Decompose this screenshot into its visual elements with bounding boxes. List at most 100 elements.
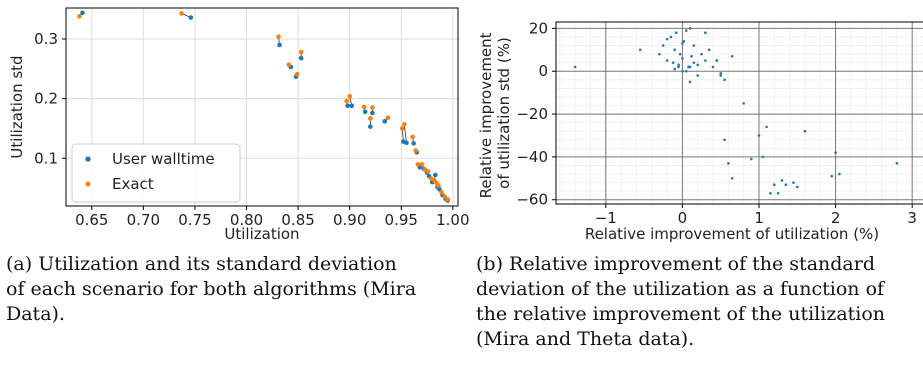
chart-b-points	[573, 27, 899, 195]
chart-a-point-exact	[413, 148, 419, 153]
chart-b-point	[719, 72, 722, 75]
chart-b-point	[684, 69, 688, 73]
chart-a-y-ticks: 0.1 0.2 0.3	[34, 30, 66, 167]
chart-b-point	[681, 57, 684, 60]
chart-a-point-exact	[436, 183, 441, 189]
chart-b-ytick-label: −40	[516, 148, 548, 166]
chart-b-point	[711, 65, 715, 69]
chart-b-point	[707, 48, 711, 52]
chart-b-point	[681, 69, 684, 73]
chart-a-point-user-walltime	[345, 103, 350, 109]
chart-b-point	[692, 61, 696, 64]
chart-b-y-ticks: −60 −40 −20 0 20	[516, 19, 556, 209]
chart-a-point-exact	[445, 197, 450, 202]
chart-a-point-exact	[399, 126, 405, 131]
chart-a-point-user-walltime	[298, 55, 304, 61]
chart-b-point	[671, 61, 675, 64]
chart-a-point-user-walltime	[362, 109, 368, 115]
chart-b-point	[677, 63, 680, 67]
chart-b-xlabel: Relative improvement of utilization (%)	[585, 225, 879, 243]
chart-a-xtick-label: 0.80	[230, 211, 263, 229]
chart-a-point-user-walltime	[277, 42, 282, 48]
chart-a-xlabel: Utilization	[224, 225, 299, 243]
chart-a-xtick-label: 0.85	[281, 211, 314, 229]
chart-a-point-exact	[410, 134, 415, 140]
chart-b-point	[704, 31, 707, 35]
chart-a-xtick-label: 0.95	[385, 211, 418, 229]
chart-a-point-exact	[294, 71, 300, 77]
chart-a-point-user-walltime	[349, 103, 355, 109]
chart-b-point	[776, 191, 780, 195]
chart-a-xtick-label: 0.70	[127, 211, 160, 229]
chart-a-pair-line	[403, 124, 407, 143]
chart-a-point-exact	[442, 194, 447, 199]
chart-b-point	[688, 80, 692, 84]
chart-a-point-user-walltime	[368, 124, 373, 129]
chart-b-x-ticks: −1 0 1 2 3	[595, 204, 917, 227]
chart-a-point-exact	[344, 98, 349, 104]
chart-a-point-exact	[425, 169, 431, 174]
chart-a-ytick-label: 0.3	[34, 30, 58, 48]
chart-b-point	[730, 54, 734, 58]
legend-marker-user-walltime	[85, 156, 91, 162]
chart-b-point	[696, 74, 700, 77]
chart-a-grid	[66, 8, 458, 206]
chart-b-point	[803, 129, 807, 133]
chart-a-xtick-label: 0.75	[178, 211, 211, 229]
chart-a-ylabel: Utilization std	[8, 55, 26, 158]
chart-a-xtick-label: 0.65	[75, 211, 108, 229]
legend-label-user-walltime: User walltime	[112, 150, 215, 168]
chart-b-point	[715, 59, 719, 62]
chart-b-xtick-label: 3	[907, 209, 917, 227]
chart-a-legend: User walltime Exact	[71, 143, 241, 203]
chart-b-point	[673, 67, 677, 71]
chart-a-ytick-label: 0.2	[34, 90, 58, 108]
chart-b-ytick-label: 20	[529, 19, 548, 37]
chart-a-point-exact	[179, 11, 184, 16]
chart-a-point-user-walltime	[80, 10, 85, 16]
chart-a-ytick-label: 0.1	[34, 149, 58, 167]
chart-a-point-user-walltime	[433, 172, 438, 178]
chart-a-points	[77, 10, 450, 203]
chart-a-point-exact	[368, 116, 373, 121]
legend-box	[71, 143, 241, 203]
chart-b-point	[692, 44, 696, 47]
chart-b-point	[773, 183, 776, 187]
legend-label-exact: Exact	[112, 175, 154, 193]
chart-b-point	[690, 54, 693, 58]
chart-a-x-ticks: 0.65 0.70 0.75 0.80 0.85 0.90 0.95 1.00	[75, 206, 470, 229]
chart-b-ytick-label: 0	[538, 62, 548, 80]
chart-b-ylabel-line-1: Relative improvement	[477, 32, 495, 198]
chart-b-point	[830, 174, 834, 178]
chart-b-grid	[556, 22, 923, 204]
chart-b-xtick-label: 1	[754, 209, 764, 227]
chart-a-point-exact	[370, 105, 375, 110]
chart-a-xtick-label: 0.90	[333, 211, 366, 229]
chart-b-point	[669, 35, 673, 39]
chart-a-point-exact	[361, 104, 367, 110]
chart-a-frame	[65, 7, 459, 207]
plots-canvas: 0.65 0.70 0.75 0.80 0.85 0.90 0.95 1.00 0.10.20…	[8, 7, 923, 243]
chart-b-point	[730, 177, 734, 180]
chart-b-point	[688, 65, 692, 69]
chart-b-point	[700, 52, 703, 56]
chart-b-point	[757, 134, 761, 137]
chart-b-point	[674, 31, 678, 35]
chart-b-point	[682, 39, 686, 43]
chart-a-point-exact	[402, 121, 407, 127]
chart-b-point	[704, 59, 707, 62]
chart-a-point-exact	[298, 49, 304, 55]
chart-a-point-user-walltime	[188, 15, 194, 20]
chart-b-point	[661, 44, 665, 47]
chart-b-point	[742, 102, 745, 105]
chart-b-xtick-label: 2	[831, 209, 841, 227]
chart-b-point	[834, 151, 837, 154]
chart-b-point	[727, 162, 730, 165]
legend-marker-exact	[85, 181, 91, 187]
chart-b-point	[665, 37, 669, 41]
chart-a-point-exact	[286, 62, 292, 67]
chart-b-point	[784, 183, 788, 187]
chart-a-point-user-walltime	[404, 140, 409, 146]
chart-b-point	[895, 162, 899, 165]
chart-a-point-exact	[276, 34, 281, 39]
